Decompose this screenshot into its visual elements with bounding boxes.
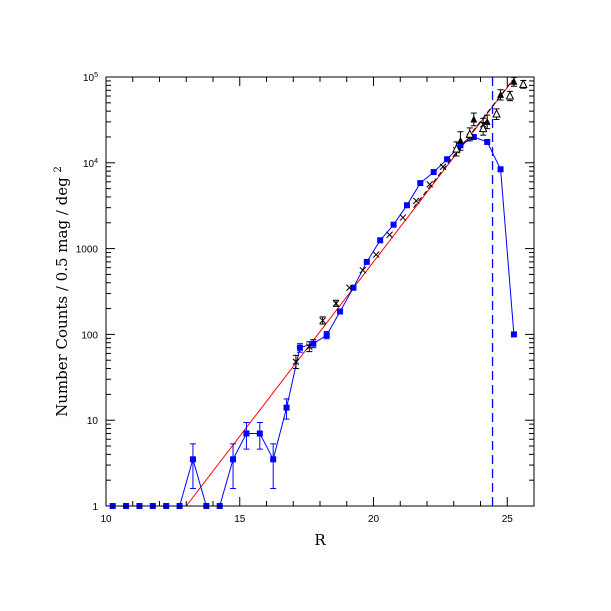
y-axis-title-text: Number Counts / 0.5 mag / deg [53, 177, 71, 417]
cross-point [319, 317, 327, 324]
x-tick-label: 20 [368, 514, 380, 525]
y-tick-label-base: 1000 [76, 245, 99, 256]
blue-square-point [497, 166, 504, 173]
y-tick-label-exponent: 4 [94, 158, 98, 165]
blue-square-point [283, 404, 290, 411]
filled-triangle-point [510, 77, 518, 85]
blue-square-point [270, 456, 277, 463]
cross-point [359, 266, 367, 274]
axis-ticks [105, 76, 535, 507]
y-tick-label-base: 10 [87, 416, 99, 427]
blue-square-point [296, 344, 303, 351]
blue-square-point [403, 202, 410, 209]
cross-point [305, 343, 313, 350]
filled-triangle-point [456, 136, 464, 144]
blue-square-point [363, 258, 370, 265]
blue-square-point [390, 221, 397, 228]
y-tick-label-base: 10 [83, 73, 95, 84]
y-tick-label-base: 10 [83, 159, 95, 170]
blue-square-point [444, 156, 451, 163]
x-axis-title: R [314, 531, 326, 549]
open-triangle-point [505, 90, 515, 100]
blue-square-point [189, 456, 196, 463]
cross-point [386, 231, 393, 239]
cross-point [426, 181, 434, 188]
x-tick-label: 10 [100, 514, 112, 525]
blue-square-point [457, 142, 464, 149]
blue-square-point [470, 133, 477, 140]
cross-point [292, 358, 300, 366]
blue-square-point [430, 169, 437, 176]
cross-point [412, 197, 420, 205]
y-axis-title: Number Counts / 0.5 mag / deg 2 [53, 166, 71, 417]
cross-point [372, 251, 380, 259]
blue-square-point [243, 430, 250, 437]
filled-triangle-point [470, 115, 478, 123]
open-triangle-point [465, 129, 475, 138]
cross-point [346, 284, 353, 292]
open-triangle-point [478, 123, 488, 133]
data-markers [109, 77, 528, 509]
open-triangle-point [518, 79, 528, 88]
y-tick-label: 105 [83, 72, 98, 84]
blue-square-point [417, 180, 424, 187]
filled-triangle-point [483, 117, 491, 125]
filled-triangle-point [497, 90, 505, 98]
cross-point [332, 300, 340, 307]
blue-square-point [377, 237, 384, 244]
y-tick-label: 1 [92, 502, 98, 513]
blue-square-point [484, 138, 491, 145]
blue-square-point [256, 430, 263, 437]
blue-square-point [230, 456, 237, 463]
y-tick-label: 10 [87, 416, 99, 427]
blue-square-point [310, 340, 317, 347]
y-tick-label: 1000 [76, 245, 99, 256]
x-tick-label: 25 [502, 514, 514, 525]
blue-square-point [337, 308, 344, 315]
blue-square-point [323, 332, 330, 339]
blue-square-point [350, 284, 357, 291]
y-tick-label-exponent: 5 [94, 72, 98, 79]
blue-square-point [510, 331, 517, 338]
y-tick-label-base: 1 [92, 502, 98, 513]
y-tick-label: 100 [81, 330, 98, 341]
open-triangle-point [492, 108, 501, 118]
y-axis-title-exponent: 2 [53, 166, 64, 172]
open-triangle-point [452, 143, 461, 153]
cross-point [439, 163, 447, 171]
cross-point [399, 214, 407, 221]
y-tick-label: 104 [83, 158, 98, 170]
x-tick-label: 15 [234, 514, 246, 525]
y-tick-label-base: 100 [81, 330, 98, 341]
